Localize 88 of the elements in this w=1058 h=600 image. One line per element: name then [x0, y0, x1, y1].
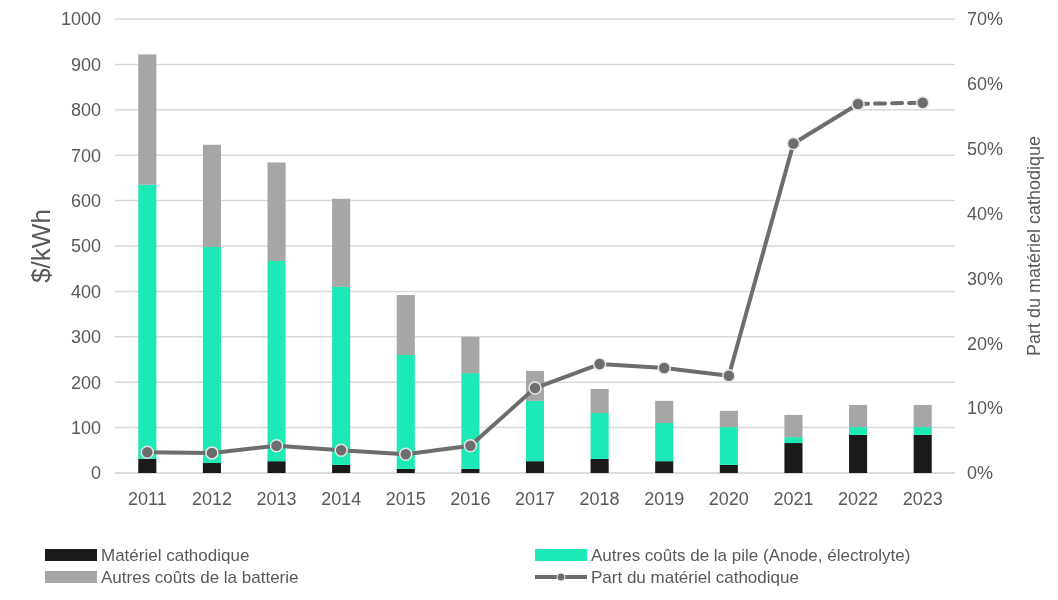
y-tick-label: 0	[90, 463, 101, 484]
point	[463, 439, 478, 453]
x-tick-label: 2023	[902, 489, 943, 509]
y2-tick-label: 20%	[967, 333, 1004, 354]
point	[657, 361, 671, 375]
bar	[913, 427, 932, 435]
y-tick-label: 400	[70, 281, 101, 302]
y-tick-label: 300	[70, 327, 101, 348]
bar	[332, 198, 351, 287]
x-tick-label: 2020	[708, 489, 749, 509]
bar	[396, 354, 415, 469]
bar	[590, 458, 609, 473]
y2-tick-label: 0%	[967, 463, 994, 484]
bar	[784, 443, 803, 473]
bar	[913, 404, 932, 428]
y-tick-label: 700	[70, 145, 101, 166]
point	[851, 97, 865, 111]
x-tick-label: 2021	[773, 489, 814, 509]
legend-label: Autres coûts de la batterie	[101, 567, 299, 587]
x-tick-label: 2012	[191, 489, 232, 509]
bar	[590, 413, 609, 459]
y2-tick-label: 30%	[967, 268, 1004, 289]
bar	[202, 246, 221, 464]
legend-label: Part du matériel cathodique	[591, 567, 799, 587]
bar	[267, 162, 286, 261]
y2-tick-label: 50%	[967, 139, 1004, 160]
x-tick-label: 2016	[450, 489, 491, 509]
bar	[525, 400, 545, 462]
x-tick-label: 2013	[256, 489, 297, 509]
point	[592, 357, 607, 371]
x-tick-label: 2015	[385, 489, 426, 509]
x-tick-label: 2022	[838, 489, 879, 509]
bar	[913, 434, 932, 473]
x-tick-label: 2017	[514, 489, 556, 509]
point	[399, 447, 413, 461]
bar	[138, 184, 157, 459]
bar	[719, 427, 738, 465]
y2-tick-label: 70%	[967, 9, 1004, 30]
bar	[202, 463, 221, 473]
bar	[332, 286, 351, 465]
bar	[525, 461, 545, 473]
y2-axis-title: Part du matériel cathodique	[1024, 135, 1044, 357]
bar	[461, 468, 480, 473]
bar	[590, 389, 609, 414]
y-tick-label: 1000	[60, 9, 101, 30]
point	[140, 445, 155, 459]
legend-label: Autres coûts de la pile (Anode, électrolyte)	[591, 545, 911, 565]
x-tick-label: 2018	[579, 489, 620, 509]
point	[269, 439, 284, 453]
bar	[655, 400, 674, 424]
point	[334, 443, 348, 458]
legend-label: Matériel cathodique	[101, 545, 250, 565]
point	[205, 446, 219, 460]
bar	[267, 260, 286, 462]
y-tick-label: 500	[70, 236, 101, 257]
bar	[719, 410, 738, 428]
y-tick-label: 100	[70, 417, 101, 438]
bar	[849, 404, 868, 428]
bar	[396, 295, 415, 355]
bar	[719, 464, 738, 473]
bar	[267, 461, 286, 473]
bar	[849, 434, 868, 473]
x-tick-label: 2019	[644, 489, 685, 509]
point	[786, 136, 801, 151]
bar	[396, 468, 415, 473]
bar	[655, 461, 674, 473]
y-tick-label: 600	[70, 190, 101, 211]
point	[915, 95, 930, 110]
bar	[849, 427, 868, 435]
y-axis-title: $/kWh	[26, 209, 56, 283]
bar	[655, 423, 674, 462]
bar	[461, 373, 480, 469]
bar	[138, 54, 157, 185]
x-tick-label: 2011	[127, 489, 167, 509]
y-tick-label: 200	[70, 372, 101, 393]
x-tick-label: 2014	[321, 489, 362, 509]
y2-tick-label: 40%	[967, 203, 1004, 224]
bar	[332, 464, 351, 473]
bar	[784, 414, 803, 438]
bar	[784, 437, 803, 444]
y-tick-label: 800	[70, 100, 101, 121]
bar	[202, 144, 221, 247]
y2-tick-label: 10%	[967, 398, 1004, 419]
y2-tick-label: 60%	[967, 74, 1004, 95]
point	[722, 368, 736, 383]
bar	[461, 336, 480, 374]
y-tick-label: 900	[70, 54, 101, 75]
bar	[138, 458, 157, 473]
